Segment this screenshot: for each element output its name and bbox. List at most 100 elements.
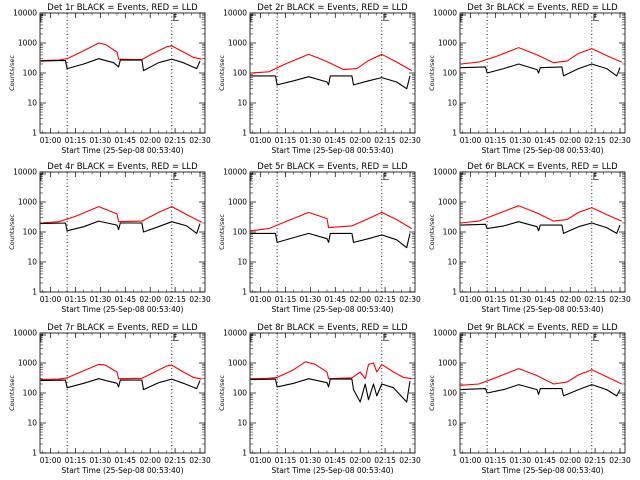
x-tick-label: 02:00 xyxy=(139,136,161,145)
x-tick-label: 02:15 xyxy=(584,295,606,304)
series-line-lld xyxy=(250,211,412,232)
x-tick-label: 02:30 xyxy=(399,136,421,145)
x-tick-label: 01:45 xyxy=(534,295,556,304)
panel-ylabel: Counts/sec xyxy=(8,375,16,411)
x-tick-label: 02:15 xyxy=(584,456,606,465)
time-marker-label: F xyxy=(593,172,598,181)
panel-xlabel: Start Time (25-Sep-08 00:53:40) xyxy=(272,146,394,155)
x-tick-label: 02:00 xyxy=(139,295,161,304)
time-marker-label: F xyxy=(593,333,598,342)
x-tick-label: 01:30 xyxy=(300,456,322,465)
panel-6: Det 6r BLACK = Events, RED = LLD Counts/s… xyxy=(428,162,631,314)
x-tick-label: 01:45 xyxy=(534,136,556,145)
y-tick-label: 100 xyxy=(23,389,38,398)
x-tick-label: 02:15 xyxy=(374,136,396,145)
panel-xlabel: Start Time (25-Sep-08 00:53:40) xyxy=(482,305,604,314)
panel-title: Det 4r BLACK = Events, RED = LLD xyxy=(47,162,198,172)
y-tick-label: 1000 xyxy=(438,39,457,48)
y-tick-label: 100 xyxy=(233,389,248,398)
panel-xlabel: Start Time (25-Sep-08 00:53:40) xyxy=(62,305,184,314)
x-tick-label: 02:00 xyxy=(139,456,161,465)
panel-ylabel: Counts/sec xyxy=(8,55,16,91)
panel-frame xyxy=(459,12,626,134)
x-tick-label: 02:30 xyxy=(399,456,421,465)
x-tick-label: 01:45 xyxy=(324,136,346,145)
x-tick-label: 01:00 xyxy=(40,136,62,145)
y-tick-label: 10000 xyxy=(433,9,457,18)
x-tick-label: 01:45 xyxy=(534,456,556,465)
panel-ylabel: Counts/sec xyxy=(218,55,226,91)
time-marker-label: F xyxy=(383,333,388,342)
x-tick-label: 02:30 xyxy=(189,136,211,145)
panel-5: Det 5r BLACK = Events, RED = LLD Counts/s… xyxy=(218,162,421,314)
series-line-lld xyxy=(40,206,202,224)
panel-ylabel: Counts/sec xyxy=(218,375,226,411)
y-tick-label: 10 xyxy=(27,258,37,267)
series-line-lld xyxy=(460,47,622,65)
time-marker-label: F xyxy=(593,13,598,22)
series-line-events xyxy=(250,232,411,249)
x-tick-label: 01:00 xyxy=(460,295,482,304)
panel-title: Det 9r BLACK = Events, RED = LLD xyxy=(467,323,618,333)
panel-frame xyxy=(459,332,626,454)
panel-4: Det 4r BLACK = Events, RED = LLD Counts/s… xyxy=(8,162,211,314)
y-tick-label: 10 xyxy=(237,419,247,428)
y-tick-label: 1 xyxy=(452,449,457,458)
y-tick-label: 10 xyxy=(447,419,457,428)
panel-xlabel: Start Time (25-Sep-08 00:53:40) xyxy=(62,466,184,475)
series-line-events xyxy=(250,75,411,90)
x-tick-label: 01:30 xyxy=(90,136,112,145)
x-tick-label: 01:45 xyxy=(324,295,346,304)
y-tick-label: 10 xyxy=(237,99,247,108)
y-tick-label: 100 xyxy=(23,69,38,78)
x-tick-label: 01:00 xyxy=(40,295,62,304)
y-tick-label: 10000 xyxy=(13,329,37,338)
corner-bracket xyxy=(250,14,256,22)
x-tick-label: 02:00 xyxy=(349,295,371,304)
series-line-events xyxy=(40,378,201,391)
y-tick-label: 1000 xyxy=(228,198,247,207)
x-tick-label: 01:30 xyxy=(510,456,532,465)
x-tick-label: 01:15 xyxy=(65,456,87,465)
y-tick-label: 1 xyxy=(242,449,247,458)
y-tick-label: 100 xyxy=(443,69,458,78)
series-line-events xyxy=(460,221,621,234)
x-tick-label: 02:15 xyxy=(164,136,186,145)
y-tick-label: 100 xyxy=(23,228,38,237)
corner-bracket xyxy=(40,173,46,181)
panel-title: Det 5r BLACK = Events, RED = LLD xyxy=(257,162,408,172)
y-tick-label: 1000 xyxy=(18,198,37,207)
time-marker-label: F xyxy=(173,13,178,22)
series-line-events xyxy=(460,63,621,77)
panel-xlabel: Start Time (25-Sep-08 00:53:40) xyxy=(272,466,394,475)
panel-2: Det 2r BLACK = Events, RED = LLD Counts/s… xyxy=(218,3,421,155)
y-tick-label: 10000 xyxy=(223,329,247,338)
time-marker-label: F xyxy=(173,172,178,181)
x-tick-label: 02:30 xyxy=(609,456,631,465)
x-tick-label: 01:15 xyxy=(485,456,507,465)
x-tick-label: 02:30 xyxy=(189,456,211,465)
corner-bracket xyxy=(460,334,466,342)
y-tick-label: 1000 xyxy=(438,198,457,207)
panel-frame xyxy=(249,12,416,134)
series-line-events xyxy=(40,58,201,72)
y-tick-label: 10000 xyxy=(223,168,247,177)
x-tick-label: 02:30 xyxy=(399,295,421,304)
panel-1: Det 1r BLACK = Events, RED = LLD Counts/s… xyxy=(8,3,211,155)
x-tick-label: 01:30 xyxy=(90,456,112,465)
x-tick-label: 02:15 xyxy=(374,295,396,304)
panel-8: Det 8r BLACK = Events, RED = LLD Counts/s… xyxy=(218,323,421,475)
x-tick-label: 02:30 xyxy=(609,295,631,304)
panel-ylabel: Counts/sec xyxy=(428,55,436,91)
panel-title: Det 6r BLACK = Events, RED = LLD xyxy=(467,162,618,172)
x-tick-label: 01:00 xyxy=(250,136,272,145)
x-tick-label: 02:30 xyxy=(189,295,211,304)
y-tick-label: 10 xyxy=(237,258,247,267)
y-tick-label: 100 xyxy=(233,228,248,237)
panel-ylabel: Counts/sec xyxy=(428,214,436,250)
y-tick-label: 1000 xyxy=(228,359,247,368)
panel-frame xyxy=(459,171,626,293)
panel-title: Det 2r BLACK = Events, RED = LLD xyxy=(257,3,408,13)
corner-bracket xyxy=(460,14,466,22)
